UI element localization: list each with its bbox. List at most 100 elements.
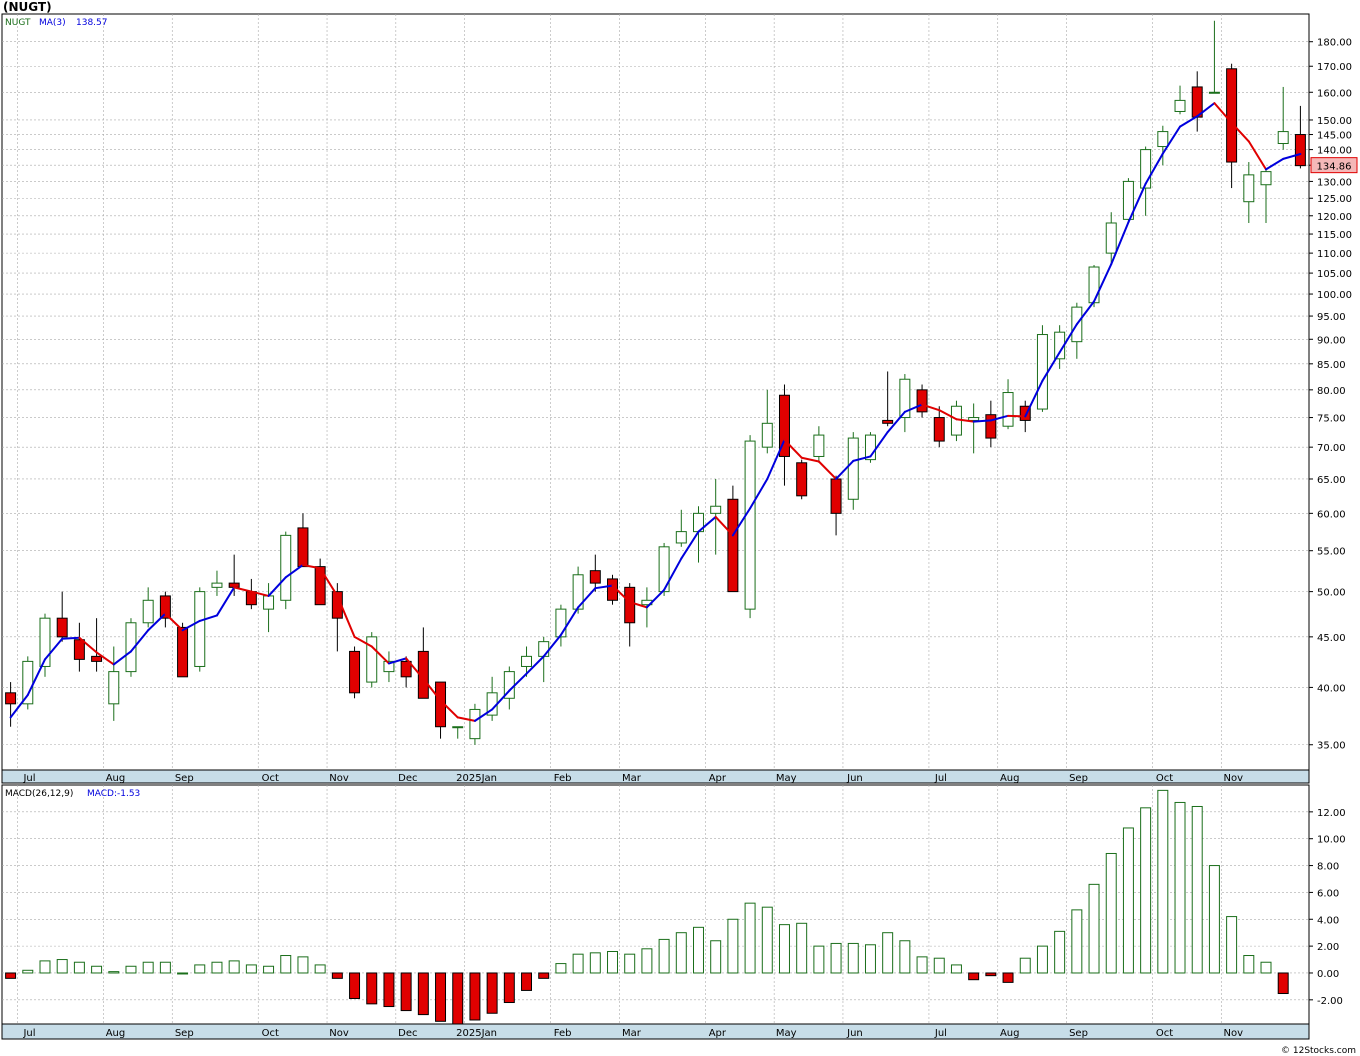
ma-line-segment [491, 689, 511, 711]
macd-bar [56, 959, 68, 974]
macd-bar [693, 926, 704, 974]
candle-body [211, 582, 223, 588]
macd-bar [280, 955, 292, 974]
macd-bar [142, 961, 154, 974]
ma-line-segment [731, 507, 752, 537]
ma-line-segment [61, 636, 81, 640]
candle-body [125, 622, 137, 673]
price-legend-symbol: NUGT [5, 18, 31, 28]
macd-tick-label: 12.00 [1317, 808, 1346, 819]
macd-bar [503, 972, 515, 1004]
macd-bar [968, 972, 980, 981]
candle-body [245, 591, 257, 606]
price-legend-ma-label: MA(3) [39, 18, 66, 28]
candle-body [968, 417, 980, 421]
chart-title: (NUGT) [3, 0, 52, 14]
ma-line-segment [680, 530, 700, 560]
macd-bar [1002, 972, 1014, 983]
macd-bar [5, 972, 17, 979]
macd-bar [314, 964, 326, 974]
price-month-label: May [776, 773, 797, 784]
price-tick-label: 40.00 [1317, 683, 1346, 694]
candle-body [469, 708, 481, 740]
ma-line-segment [1179, 115, 1199, 128]
macd-bar [435, 972, 447, 1022]
price-tick-label: 85.00 [1317, 360, 1346, 371]
candle-body [624, 586, 636, 624]
ma-line-segment [1196, 102, 1216, 118]
macd-month-label: Nov [329, 1028, 349, 1039]
ma-line-segment [783, 438, 803, 459]
candle-body [22, 660, 34, 705]
ma-line-segment [972, 419, 992, 423]
ma-line-segment [921, 403, 941, 412]
macd-bar [159, 961, 171, 974]
ma-line-segment [663, 557, 683, 591]
price-tick-label: 45.00 [1317, 633, 1346, 644]
candle-body [830, 478, 842, 514]
candle-body [417, 650, 429, 699]
ma-line-segment [989, 414, 1010, 422]
macd-bar [1019, 957, 1031, 974]
price-legend-ma-value: 138.57 [76, 18, 108, 28]
ma-line-segment [129, 629, 150, 653]
macd-bar [1071, 909, 1083, 974]
macd-tick-label: -2.00 [1317, 996, 1343, 1007]
candle-body [1294, 134, 1306, 167]
ma-line-segment [938, 409, 958, 421]
macd-bar [916, 956, 928, 974]
credit-text: © 12Stocks.com [1281, 1046, 1356, 1056]
ma-line-segment [714, 515, 734, 537]
candle-body [331, 591, 343, 619]
ma-line-segment [508, 672, 528, 692]
macd-date-axis [1, 1023, 1310, 1040]
candle-body [555, 608, 567, 638]
macd-bar [1191, 805, 1203, 974]
ma-line-segment [95, 651, 115, 666]
candle-body [916, 389, 928, 413]
macd-month-label: Feb [554, 1028, 572, 1039]
ma-line-segment [1007, 414, 1027, 418]
ma-line-segment [766, 438, 786, 480]
ma-line-segment [319, 567, 339, 597]
ma-line-segment [1213, 102, 1233, 124]
price-month-label: Jul [22, 773, 35, 784]
candle-body [1019, 405, 1031, 421]
macd-tick-label: 6.00 [1317, 888, 1339, 899]
macd-bar [1208, 865, 1220, 974]
ma-line-segment [1093, 263, 1113, 303]
price-tick-label: 140.00 [1317, 146, 1352, 157]
candle-body [710, 505, 722, 514]
macd-tick-label: 2.00 [1317, 942, 1339, 953]
ma-line-segment [267, 576, 287, 597]
candle-body [985, 414, 997, 439]
candle-body [1088, 266, 1100, 304]
macd-bar [572, 953, 584, 974]
macd-bar [1260, 961, 1272, 974]
ma-line-segment [164, 612, 184, 632]
price-tick-label: 65.00 [1317, 475, 1346, 486]
price-month-label: Oct [262, 773, 279, 784]
macd-bar [1036, 945, 1048, 974]
candle-body [263, 595, 275, 610]
price-tick-label: 70.00 [1317, 443, 1346, 454]
price-tick-label: 115.00 [1317, 230, 1352, 241]
ma-line-segment [78, 636, 98, 654]
macd-bar [1157, 789, 1169, 974]
macd-bar [813, 945, 825, 974]
macd-bar [1088, 883, 1100, 974]
candle-body [761, 422, 773, 448]
macd-month-label: Jul [22, 1028, 35, 1039]
price-month-label: Apr [709, 773, 727, 784]
candle-body [56, 617, 68, 638]
ma-line-segment [112, 650, 132, 666]
candle-body [1105, 222, 1117, 254]
macd-tick-label: 8.00 [1317, 862, 1339, 873]
macd-month-label: Sep [175, 1028, 194, 1039]
ma-line-segment [1144, 152, 1164, 185]
ma-line-segment [422, 677, 442, 702]
macd-month-label: Jun [846, 1028, 863, 1039]
ma-line-segment [336, 594, 356, 638]
ma-line-segment [697, 515, 717, 533]
